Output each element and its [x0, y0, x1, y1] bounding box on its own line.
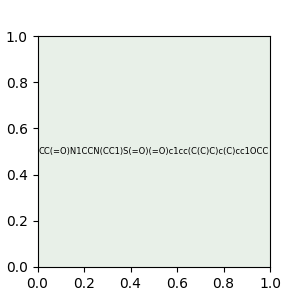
Text: CC(=O)N1CCN(CC1)S(=O)(=O)c1cc(C(C)C)c(C)cc1OCC: CC(=O)N1CCN(CC1)S(=O)(=O)c1cc(C(C)C)c(C)… [39, 147, 269, 156]
